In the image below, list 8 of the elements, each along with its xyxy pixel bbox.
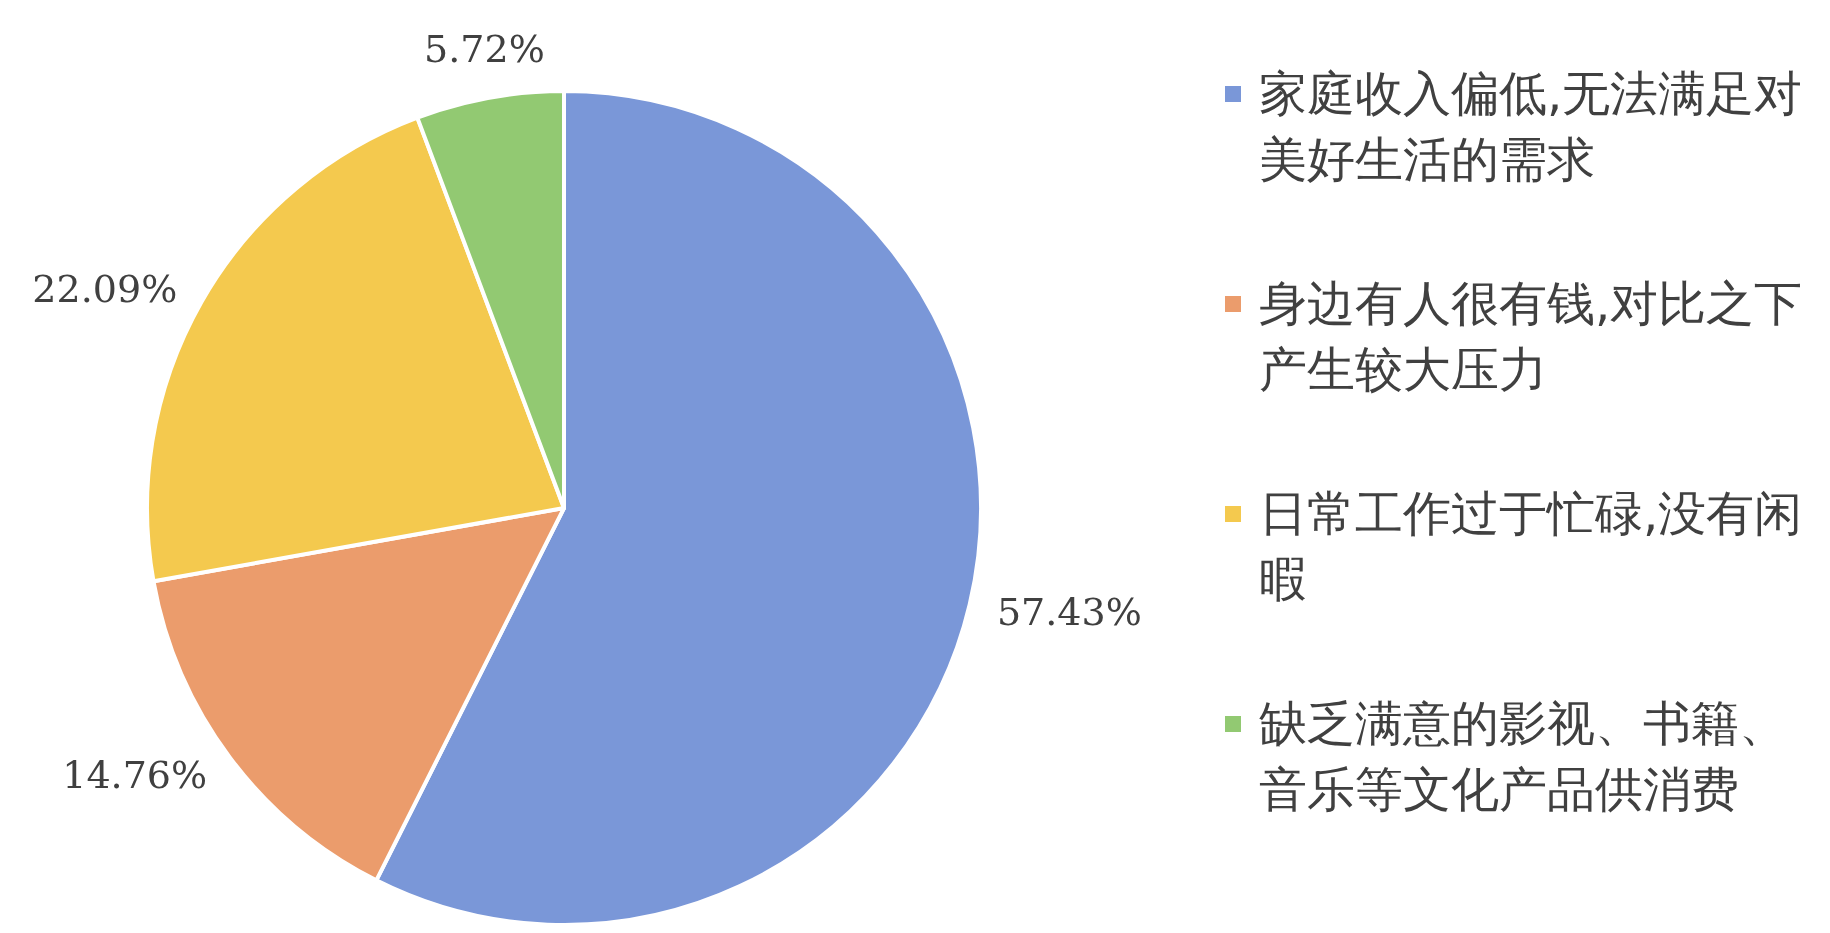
data-label: 22.09%: [32, 266, 178, 311]
data-label: 5.72%: [424, 27, 545, 72]
data-label: 57.43%: [996, 589, 1142, 634]
legend-label: 身边有人很有钱,对比之下产生较大压力: [1259, 275, 1803, 397]
legend-label: 家庭收入偏低,无法满足对美好生活的需求: [1259, 65, 1803, 187]
legend-label: 日常工作过于忙碌,没有闲暇: [1259, 485, 1803, 607]
legend-label: 缺乏满意的影视、书籍、音乐等文化产品供消费: [1259, 695, 1787, 817]
data-label: 14.76%: [62, 752, 208, 797]
